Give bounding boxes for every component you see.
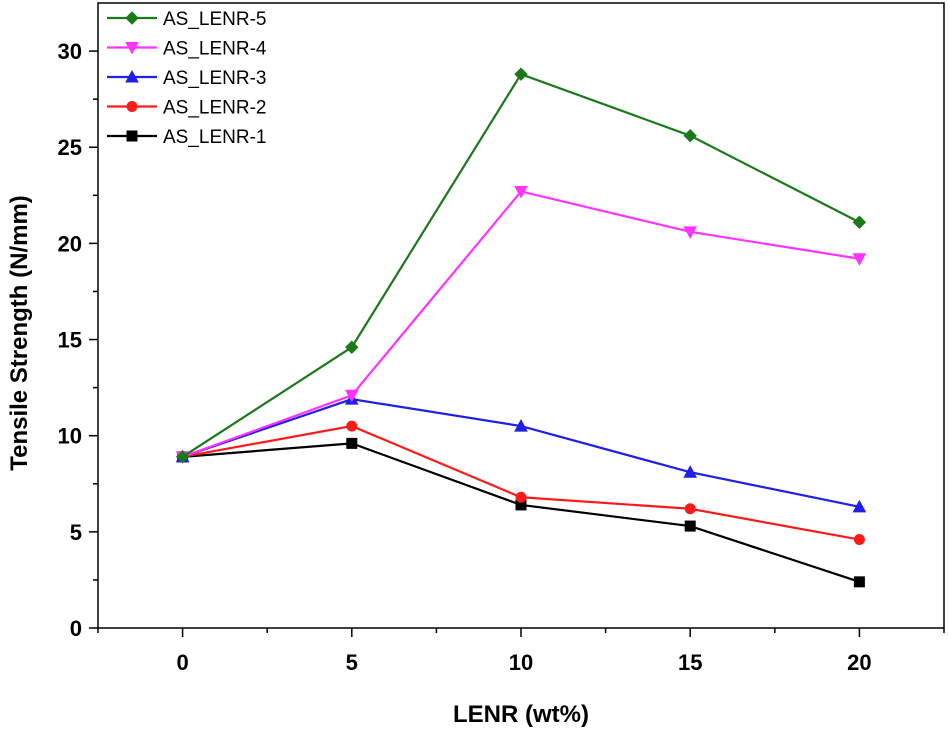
y-tick-label: 20	[58, 231, 82, 256]
series-line	[182, 72, 860, 458]
data-point	[514, 67, 528, 81]
y-tick-label: 0	[70, 616, 82, 641]
legend-marker	[125, 42, 139, 55]
data-point	[853, 576, 865, 588]
data-point	[853, 534, 865, 546]
data-point	[175, 450, 190, 464]
legend-label: AS_LENR-5	[163, 9, 267, 30]
y-tick-label: 15	[58, 328, 82, 353]
legend-label: AS_LENR-2	[163, 98, 267, 119]
data-point	[514, 419, 528, 432]
data-point	[514, 185, 528, 199]
series-layer	[175, 67, 867, 588]
x-tick-label: 20	[847, 650, 871, 675]
data-point	[684, 520, 696, 532]
legend-marker	[126, 130, 138, 142]
data-point	[346, 420, 358, 432]
legend-item: AS_LENR-3	[107, 68, 267, 89]
data-point	[684, 503, 696, 515]
data-point	[683, 465, 698, 478]
data-point	[345, 340, 359, 354]
legend-label: AS_LENR-1	[163, 127, 267, 148]
data-point	[852, 253, 867, 266]
y-tick-label: 30	[58, 39, 82, 64]
series-as-lenr-1	[177, 437, 865, 588]
data-point	[683, 226, 698, 239]
y-tick-label: 5	[70, 520, 82, 545]
y-tick-label: 10	[58, 424, 82, 449]
x-tick-label: 0	[176, 650, 188, 675]
legend-label: AS_LENR-4	[163, 39, 267, 60]
series-line	[182, 398, 860, 508]
series-as-lenr-2	[177, 420, 865, 546]
series-line	[182, 424, 860, 541]
legend-marker	[125, 11, 139, 25]
series-line	[182, 190, 860, 458]
x-tick-label: 15	[678, 650, 702, 675]
legend-item: AS_LENR-1	[107, 127, 267, 148]
x-axis-label: LENR (wt%)	[453, 701, 589, 728]
axis-ticks: 0 5 10 15 20 25 30 0 5 10 15 20	[58, 39, 945, 675]
x-tick-label: 5	[346, 650, 358, 675]
legend-item: AS_LENR-5	[107, 9, 267, 30]
series-line	[182, 442, 860, 583]
data-point	[683, 128, 697, 143]
legend-marker	[125, 69, 139, 83]
legend: AS_LENR-5 AS_LENR-4 AS_LENR-3 AS_LENR-2 AS_L…	[107, 9, 267, 148]
legend-item: AS_LENR-2	[107, 98, 267, 119]
legend-marker	[126, 101, 138, 112]
data-point	[852, 215, 867, 229]
x-tick-label: 10	[509, 650, 533, 675]
data-point	[515, 491, 527, 503]
legend-item: AS_LENR-4	[107, 39, 267, 60]
data-point	[344, 389, 359, 403]
series-as-lenr-5	[175, 67, 867, 464]
legend-label: AS_LENR-3	[163, 68, 267, 89]
data-point	[852, 499, 867, 513]
data-point	[346, 437, 358, 449]
y-axis-label: Tensile Strength (N/mm)	[6, 195, 33, 471]
y-tick-label: 25	[58, 135, 82, 160]
